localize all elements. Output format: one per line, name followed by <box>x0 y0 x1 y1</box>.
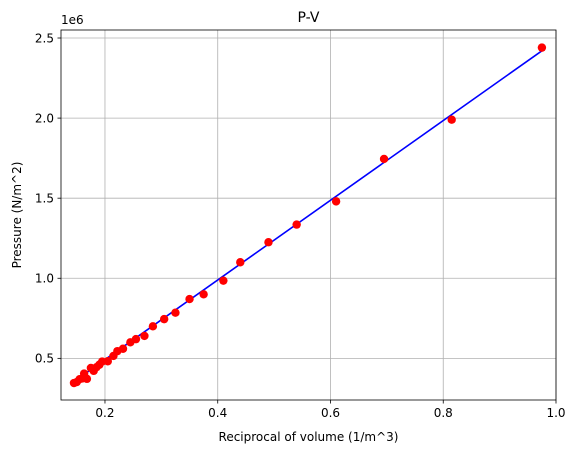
data-point <box>537 43 547 52</box>
data-point <box>379 154 389 164</box>
points-layer <box>69 43 547 388</box>
data-point <box>292 220 301 229</box>
x-tick-label: 1.0 <box>546 406 565 420</box>
data-point <box>219 276 228 285</box>
y-tick-label: 2.0 <box>35 111 54 125</box>
y-tick-label: 0.5 <box>35 352 54 366</box>
data-point <box>148 322 158 331</box>
data-point <box>118 344 128 353</box>
data-point <box>264 238 273 247</box>
data-point <box>171 308 180 317</box>
data-point <box>131 334 141 344</box>
y-axis-offset-label: 1e6 <box>61 13 84 27</box>
data-point <box>140 331 149 341</box>
x-axis-ticks: 0.2 0.4 0.6 0.8 1.0 <box>95 400 566 420</box>
data-point <box>331 197 341 206</box>
y-tick-label: 1.0 <box>35 272 54 286</box>
data-point <box>447 115 456 124</box>
data-point <box>236 258 245 267</box>
y-axis-label: Pressure (N/m^2) <box>10 162 24 269</box>
plot-frame <box>60 29 557 401</box>
x-tick-label: 0.4 <box>208 406 227 420</box>
y-tick-label: 1.5 <box>35 191 54 205</box>
x-tick-label: 0.8 <box>434 406 453 420</box>
data-point <box>185 294 194 304</box>
chart-title: P-V <box>298 10 320 26</box>
data-point <box>199 290 208 299</box>
y-tick-label: 2.5 <box>35 31 54 45</box>
data-point <box>159 314 169 324</box>
x-tick-label: 0.2 <box>95 406 114 420</box>
data-point <box>103 357 112 366</box>
data-point <box>82 374 92 384</box>
y-axis-ticks: 0.5 1.0 1.5 2.0 2.5 <box>35 31 61 366</box>
x-tick-label: 0.6 <box>321 406 340 420</box>
x-axis-label: Reciprocal of volume (1/m^3) <box>219 430 399 444</box>
